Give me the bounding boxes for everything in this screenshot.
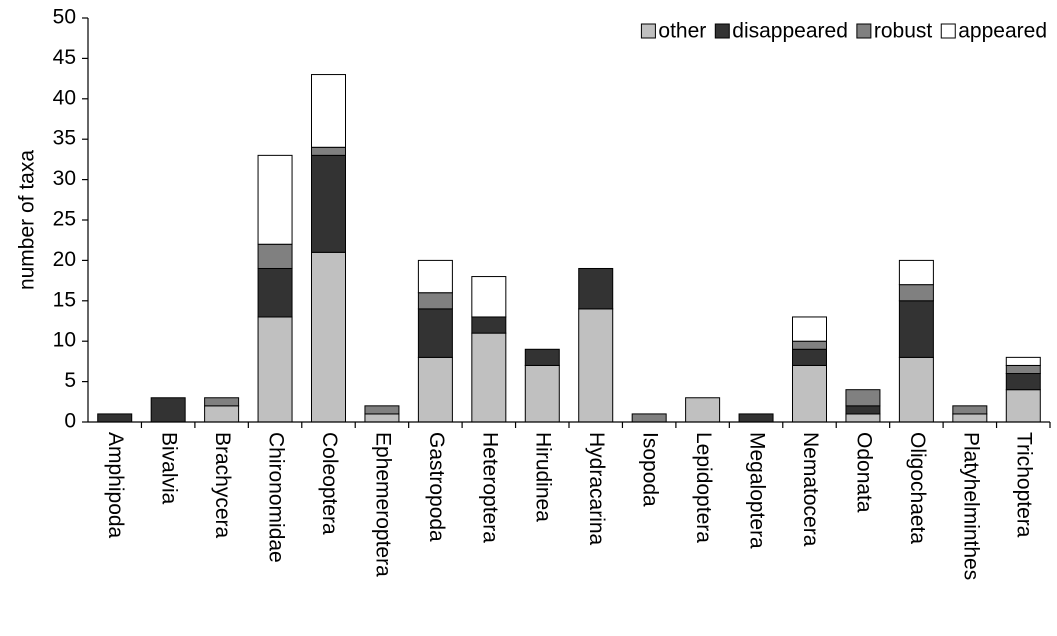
bar-segment [417,292,453,310]
bar-segment [792,348,827,366]
bar-segment [738,413,774,423]
bar-segment [417,308,453,358]
x-tick-label: Coleoptera [318,432,341,535]
bar-segment [311,74,346,148]
legend-swatch [640,23,656,39]
bar-segment [257,267,293,318]
x-tick-label: Isopoda [639,432,662,507]
bar-segment [792,340,827,350]
y-tick-label: 35 [53,127,76,150]
x-tick-label: Nematocera [799,432,822,547]
y-tick-label: 10 [53,329,76,352]
bar-segment [578,267,614,310]
bar-segment [204,397,240,407]
legend-label: disappeared [732,20,848,43]
bar-segment [471,332,507,423]
y-tick-label: 40 [53,86,76,109]
y-tick-label: 0 [64,410,76,433]
bar-segment [311,154,346,253]
x-tick-label: Hirudinea [532,432,555,522]
x-tick-label: Odonata [852,432,875,513]
bar-segment [417,356,453,423]
bar-segment [417,259,453,294]
y-tick-label: 50 [53,6,76,29]
bar-segment [845,413,881,423]
x-tick-label: Ephemeroptera [371,432,394,577]
x-tick-label: Hydracarina [585,432,608,546]
bar-segment [364,413,400,423]
bar-segment [257,243,293,269]
legend-label: other [658,20,706,43]
bar-segment [471,276,507,318]
bar-segment [898,356,934,423]
legend-label: appeared [958,20,1047,43]
x-tick-label: Megaloptera [746,432,769,549]
x-tick-label: Trichoptera [1013,432,1036,538]
bar-segment [524,364,560,423]
bar-segment [845,389,881,407]
y-tick-label: 45 [53,46,76,69]
bar-segment [952,413,988,423]
bar-segment [364,405,400,415]
bar-segment [150,397,186,423]
bar-segment [524,348,560,366]
legend-label: robust [874,20,933,43]
x-tick-label: Amphipoda [104,432,127,539]
x-tick-label: Platyhelminthes [959,432,982,580]
bar-segment [311,251,346,423]
bar-segment [792,364,827,423]
bar-segment [685,397,721,423]
bar-segment [1005,389,1041,423]
y-tick-label: 15 [53,288,76,311]
bar-segment [97,413,133,423]
x-tick-label: Bivalvia [158,432,181,505]
x-tick-label: Heteroptera [478,432,501,543]
bar-segment [792,316,827,342]
y-tick-label: 20 [53,248,76,271]
x-tick-label: Brachycera [211,432,234,539]
legend-swatch [940,23,956,39]
bar-segment [1005,364,1041,375]
bar-segment [204,405,240,423]
x-tick-label: Gastropoda [425,432,448,542]
bar-segment [311,146,346,156]
x-tick-label: Chironomidae [265,432,288,563]
bar-segment [845,405,881,415]
bar-segment [898,284,934,302]
y-tick-label: 30 [53,167,76,190]
bar-segment [952,405,988,415]
y-tick-label: 25 [53,208,76,231]
x-tick-label: Oligochaeta [906,432,929,544]
legend-swatch [856,23,872,39]
bar-segment [898,259,934,286]
legend-swatch [714,23,730,39]
bar-segment [898,300,934,358]
bar-segment [1005,373,1041,391]
y-tick-label: 5 [64,369,76,392]
bar-segment [471,316,507,334]
y-axis-label: number of taxa [16,150,39,290]
bar-segment [578,308,614,423]
x-tick-label: Lepidoptera [692,432,715,543]
bar-segment [257,154,293,245]
bar-segment [631,413,667,423]
bar-segment [1005,356,1041,366]
bar-segment [257,316,293,423]
